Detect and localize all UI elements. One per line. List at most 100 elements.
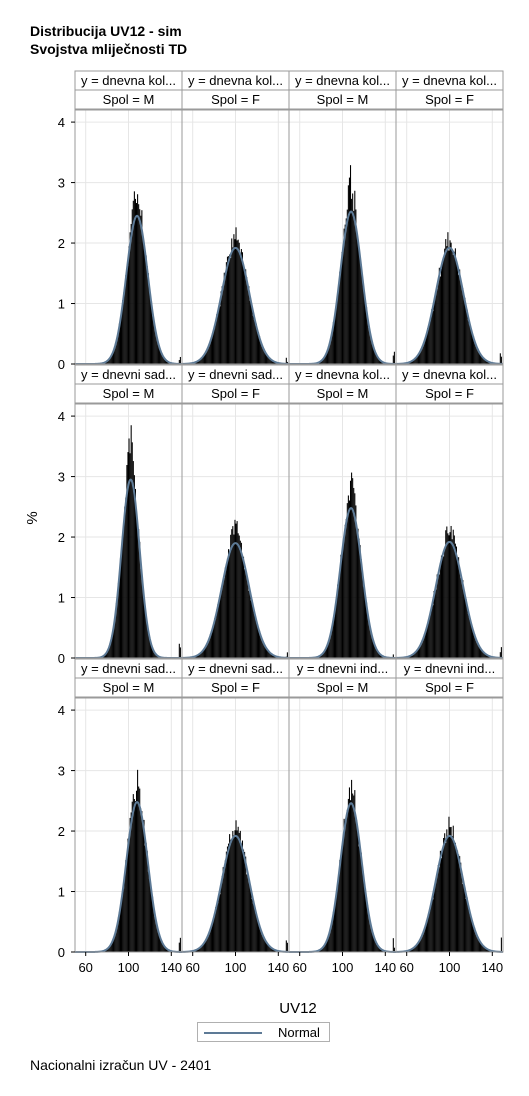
histogram-bar [126, 465, 128, 658]
histogram-bar [209, 930, 211, 952]
panel-col-label: Spol = M [317, 680, 369, 695]
histogram-bar [149, 886, 151, 952]
histogram-bar [437, 282, 439, 364]
histogram-bar [160, 351, 162, 364]
histogram-bar [230, 534, 232, 658]
histogram-bar [333, 907, 336, 952]
histogram-bar [452, 529, 454, 658]
histogram-bar [225, 262, 227, 364]
histogram-bar [324, 650, 326, 658]
histogram-bar [464, 297, 466, 364]
histogram-bar [215, 618, 217, 658]
histogram-bar [226, 256, 229, 364]
histogram-bar [466, 897, 468, 952]
histogram-bar [420, 937, 422, 952]
histogram-bar [438, 267, 440, 364]
histogram-bar [486, 655, 489, 658]
histogram-bar [237, 826, 239, 952]
histogram-bar [354, 493, 356, 658]
histogram-bar [476, 642, 478, 658]
histogram-bar [373, 643, 375, 658]
histogram-bar [162, 944, 164, 952]
histogram-bar [363, 886, 365, 952]
histogram-bar [354, 190, 356, 364]
histogram-bar [335, 306, 337, 364]
histogram-bar [152, 896, 154, 952]
histogram-bar [207, 642, 209, 658]
histogram-bar [330, 629, 332, 658]
histogram-bar [248, 590, 250, 658]
histogram-bar [468, 617, 470, 658]
histogram-bar [264, 644, 266, 658]
histogram-bar [450, 525, 452, 658]
histogram-bar [327, 349, 329, 364]
histogram-bar [356, 234, 358, 364]
panel-row-label: y = dnevna kol... [188, 73, 283, 88]
histogram-bar [431, 899, 433, 952]
histogram-bar [430, 317, 432, 364]
histogram-bar [351, 779, 353, 952]
histogram-bar [346, 209, 348, 364]
histogram-bar [274, 655, 276, 658]
histogram-bar [364, 597, 367, 658]
histogram-bar [226, 846, 229, 952]
histogram-bar [150, 890, 153, 952]
histogram-bar [344, 224, 346, 364]
histogram-bar [321, 948, 323, 952]
histogram-bar [272, 361, 275, 364]
histogram-bar [221, 587, 223, 658]
histogram-bar [370, 924, 372, 952]
histogram-bar [219, 306, 221, 364]
histogram-bar [161, 942, 163, 952]
histogram-bar [240, 542, 242, 658]
panel-row-label: y = dnevni sad... [188, 661, 283, 676]
histogram-bar [469, 621, 471, 658]
histogram-bar [134, 488, 136, 658]
histogram-bar [149, 641, 151, 658]
histogram-bar [434, 294, 436, 364]
histogram-bar [352, 793, 354, 952]
histogram-bar [116, 337, 118, 364]
histogram-bar [252, 605, 254, 658]
histogram-bar [153, 650, 155, 658]
histogram-bar [343, 818, 345, 952]
histogram-bar [216, 904, 218, 952]
y-tick-label: 3 [58, 764, 65, 779]
histogram-bar [339, 859, 341, 952]
histogram-bar [265, 646, 267, 658]
histogram-bar [448, 816, 450, 952]
histogram-bar [268, 946, 270, 952]
histogram-bar [357, 239, 359, 364]
histogram-bar [210, 924, 212, 952]
histogram-bar [499, 353, 501, 364]
histogram-bar [354, 790, 356, 952]
histogram-bar [430, 612, 432, 658]
histogram-bar [349, 165, 352, 364]
histogram-bar [371, 633, 373, 658]
histogram-bar [409, 949, 411, 952]
histogram-bar [435, 288, 437, 364]
histogram-bar [242, 264, 245, 364]
histogram-bar [455, 546, 457, 658]
histogram-bar [357, 835, 359, 952]
histogram-bar [324, 944, 326, 952]
histogram-bar [436, 574, 438, 658]
histogram-bar [392, 654, 394, 658]
histogram-bar [154, 916, 156, 952]
histogram-bar [500, 647, 502, 658]
histogram-bar [213, 328, 215, 364]
histogram-bar [204, 354, 206, 364]
histogram-bar [235, 227, 237, 364]
histogram-bar [141, 579, 143, 658]
histogram-bar [410, 949, 413, 952]
histogram-bar [348, 500, 350, 658]
histogram-bar [465, 598, 467, 658]
histogram-bar [165, 360, 168, 364]
histogram-bar [106, 652, 108, 658]
histogram-bar [179, 937, 181, 952]
x-tick-label: 60 [399, 960, 413, 975]
chart-subtitle: Svojstva mliječnosti TD [30, 41, 188, 57]
histogram-bar [204, 940, 206, 952]
histogram-bar [458, 274, 460, 364]
histogram-bar [321, 654, 323, 658]
